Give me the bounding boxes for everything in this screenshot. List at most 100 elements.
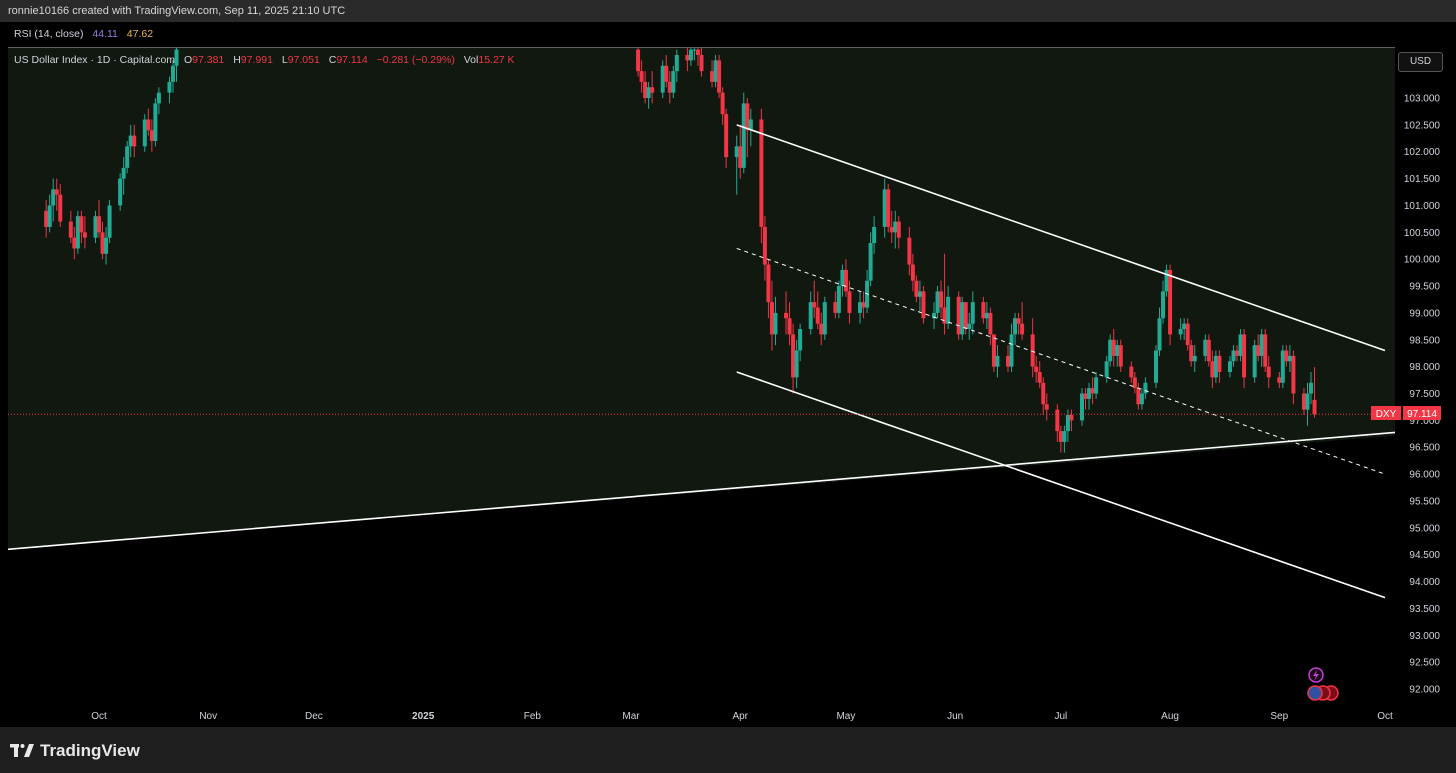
candle[interactable] [104, 226, 109, 265]
candle[interactable] [1034, 355, 1039, 383]
candle[interactable] [1242, 329, 1247, 389]
candle[interactable] [1157, 307, 1162, 356]
candle[interactable] [720, 87, 725, 125]
candle[interactable] [1016, 312, 1021, 335]
candle[interactable] [1217, 350, 1222, 383]
candle[interactable] [58, 183, 63, 227]
trendline-channel-mid[interactable] [736, 247, 1386, 475]
candle[interactable] [1203, 334, 1208, 362]
candle[interactable] [1037, 361, 1042, 389]
candle[interactable] [156, 87, 161, 115]
candle[interactable] [896, 216, 901, 249]
candle[interactable] [44, 200, 49, 238]
candle[interactable] [1192, 345, 1197, 373]
candle[interactable] [639, 60, 644, 93]
candle[interactable] [745, 98, 750, 158]
candle[interactable] [636, 48, 641, 77]
candle[interactable] [72, 226, 77, 260]
candle[interactable] [956, 291, 961, 340]
candle[interactable] [1129, 361, 1134, 383]
candle[interactable] [1301, 388, 1306, 415]
candle[interactable] [808, 291, 813, 335]
candle[interactable] [1136, 382, 1141, 410]
candle[interactable] [1235, 345, 1240, 362]
candle[interactable] [1256, 334, 1261, 362]
candle[interactable] [942, 253, 947, 335]
candle[interactable] [1185, 318, 1190, 351]
candle[interactable] [692, 48, 697, 61]
candle[interactable] [872, 216, 877, 254]
candle[interactable] [1182, 318, 1187, 340]
candle[interactable] [1312, 367, 1317, 418]
candle[interactable] [93, 210, 98, 244]
candle[interactable] [939, 280, 944, 319]
candle[interactable] [1104, 355, 1109, 383]
candle[interactable] [695, 48, 700, 66]
candle[interactable] [833, 291, 838, 319]
candle[interactable] [1238, 329, 1243, 362]
candle[interactable] [667, 71, 672, 104]
candle[interactable] [167, 76, 172, 104]
candle[interactable] [1062, 425, 1067, 453]
candle[interactable] [1115, 339, 1120, 367]
candle[interactable] [769, 280, 774, 351]
price-axis[interactable]: 103.000 102.500 102.000 101.500 101.000 100.5… [1396, 47, 1448, 727]
candle[interactable] [914, 275, 919, 303]
candle[interactable] [791, 323, 796, 394]
candle[interactable] [1143, 377, 1148, 399]
candle[interactable] [910, 253, 915, 292]
candle[interactable] [995, 345, 1000, 378]
candle[interactable] [100, 221, 105, 260]
price-chart[interactable]: 103.000 102.500 102.000 101.500 101.000 100.5… [8, 47, 1448, 727]
trendline-channel-lower[interactable] [736, 371, 1386, 599]
candle[interactable] [646, 81, 651, 109]
candle[interactable] [1013, 312, 1018, 346]
candle[interactable] [1058, 425, 1063, 453]
candle[interactable] [1231, 345, 1236, 367]
candle[interactable] [674, 49, 679, 82]
candle[interactable] [787, 302, 792, 346]
candle[interactable] [741, 92, 746, 174]
candle[interactable] [882, 178, 887, 238]
candle[interactable] [710, 60, 715, 88]
trendline-long-support[interactable] [8, 431, 1396, 551]
candle[interactable] [1055, 404, 1060, 442]
candle[interactable] [1284, 345, 1289, 367]
rsi-pane[interactable]: RSI (14, close) 44.11 47.62 [8, 22, 1448, 46]
candle[interactable] [664, 55, 669, 88]
candle[interactable] [1164, 264, 1169, 297]
candle[interactable] [685, 48, 690, 72]
candle[interactable] [671, 65, 676, 98]
candle[interactable] [907, 226, 912, 276]
candle[interactable] [1280, 345, 1285, 389]
candle[interactable] [1189, 339, 1194, 367]
candle[interactable] [717, 55, 722, 98]
candle[interactable] [840, 264, 845, 297]
candle[interactable] [734, 135, 739, 195]
candle[interactable] [1263, 329, 1268, 373]
candle[interactable] [858, 291, 863, 324]
candle[interactable] [75, 210, 80, 254]
candle[interactable] [1065, 409, 1070, 442]
candle[interactable] [819, 312, 824, 346]
candle[interactable] [921, 286, 926, 324]
candle[interactable] [121, 157, 126, 195]
event-icons[interactable] [1307, 667, 1339, 701]
candle[interactable] [1210, 350, 1215, 389]
candle[interactable] [153, 98, 158, 147]
candle[interactable] [967, 312, 972, 340]
candle[interactable] [1108, 334, 1113, 367]
candle[interactable] [1153, 345, 1158, 389]
candle[interactable] [1277, 372, 1282, 389]
candle[interactable] [1087, 382, 1092, 410]
time-axis[interactable]: Oct Nov Dec 2025 Feb Mar Apr May Jun Jul Aug Sep Oct [91, 711, 1393, 722]
candle[interactable] [118, 173, 123, 211]
us-flag-icon[interactable] [1307, 685, 1323, 701]
candle[interactable] [738, 124, 743, 179]
candle[interactable] [107, 200, 112, 244]
candle[interactable] [889, 210, 894, 244]
candle[interactable] [1309, 372, 1314, 405]
candle[interactable] [1044, 393, 1049, 421]
candle[interactable] [843, 259, 848, 297]
candle[interactable] [1020, 302, 1025, 340]
